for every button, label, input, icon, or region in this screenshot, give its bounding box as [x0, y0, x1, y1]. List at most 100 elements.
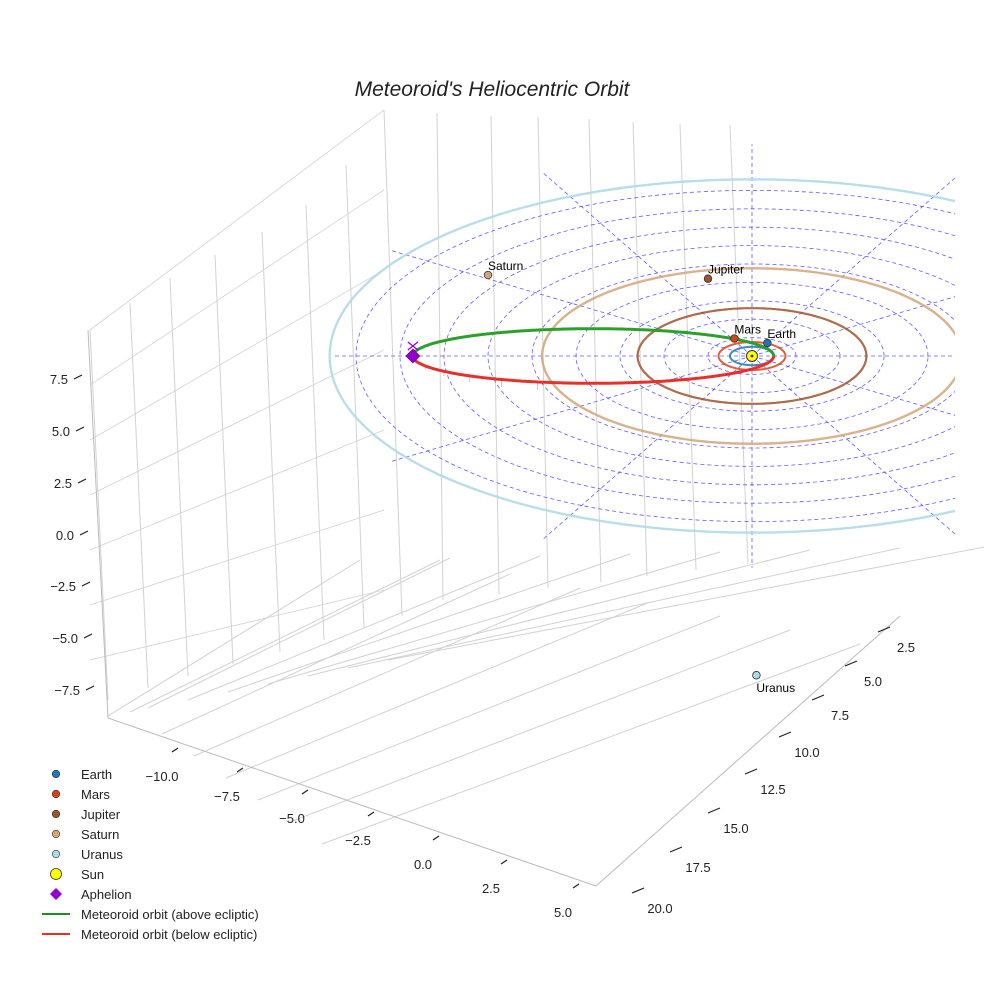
z-tick-label: −2.5: [50, 579, 76, 594]
planet-marker-jupiter: [703, 274, 713, 283]
legend-label: Saturn: [81, 827, 119, 842]
markers: Earth Mars Jupiter Saturn Uranus: [405, 259, 796, 695]
y-tick: [811, 694, 825, 701]
legend-swatch: [51, 769, 61, 779]
z-tick: [73, 374, 83, 380]
z-tick: [85, 685, 95, 691]
legend-label: Uranus: [81, 847, 123, 862]
y-axis-line: [595, 615, 901, 887]
y-tick-label: 20.0: [647, 901, 672, 916]
x-tick: [432, 835, 440, 841]
legend-swatch: [51, 849, 61, 859]
ecliptic-ring: [531, 263, 955, 449]
pane-grid-line: [107, 559, 361, 717]
orbit-uranus: [328, 178, 955, 534]
y-tick-label: 2.5: [897, 640, 915, 655]
pane-grid-line: [289, 629, 791, 823]
y-tick-label: 10.0: [794, 745, 819, 760]
ecliptic-grid: [334, 144, 955, 568]
legend-label: Meteoroid orbit (above ecliptic): [81, 907, 259, 922]
ecliptic-spoke: [542, 172, 753, 357]
legend-label: Earth: [81, 767, 112, 782]
z-tick-label: 5.0: [52, 424, 70, 439]
y-tick-label: 5.0: [864, 674, 882, 689]
pane-grid-line: [632, 121, 648, 577]
pane-grid-line: [147, 557, 451, 709]
drop-lines: [414, 360, 538, 391]
pane-grid-line: [129, 302, 149, 689]
pane-grid-line: [436, 112, 444, 601]
x-tick: [171, 747, 179, 753]
z-tick-label: 7.5: [50, 372, 68, 387]
pane-grid-line: [307, 549, 811, 677]
legend-swatch: [50, 888, 62, 900]
y-tick-label: 7.5: [831, 708, 849, 723]
orbit-saturn: [540, 266, 955, 446]
z-tick: [75, 426, 85, 432]
meteoroid-orbit-below: [411, 354, 776, 385]
x-tick-label: 5.0: [554, 905, 572, 920]
pane-grid-line: [345, 164, 365, 629]
pane-grid-line: [89, 269, 385, 441]
pane-grid-line: [490, 115, 500, 595]
pane-grid-line: [227, 553, 631, 693]
z-axis-line: [87, 329, 109, 719]
x-tick-label: 2.5: [482, 881, 500, 896]
pane-grid-line: [89, 329, 109, 701]
x-tick-label: −5.0: [279, 811, 305, 826]
planet-marker-uranus: [752, 671, 761, 680]
y-tick: [707, 807, 721, 814]
ecliptic-spoke: [542, 355, 753, 540]
legend-swatch: [51, 789, 61, 799]
legend-label: Mars: [81, 787, 110, 802]
orbit-jupiter: [636, 307, 868, 405]
y-tick-label: 17.5: [685, 860, 710, 875]
y-tick: [669, 846, 683, 853]
x-tick: [236, 767, 244, 773]
aphelion-marker: [405, 348, 421, 364]
planet-label-jupiter: Jupiter: [708, 263, 744, 277]
pane-grid-line: [89, 509, 385, 606]
pane-grid-line: [193, 587, 581, 757]
x-axis-ticks: −10.0 −7.5 −5.0 −2.5 0.0 2.5 5.0: [146, 747, 580, 920]
y-tick-label: 15.0: [723, 821, 748, 836]
planet-label-uranus: Uranus: [756, 681, 795, 695]
pane-grid-line: [89, 189, 385, 386]
ecliptic-ring: [399, 208, 955, 504]
meteoroid-orbit-above: [411, 327, 776, 359]
ecliptic-ring: [707, 337, 797, 375]
x-tick: [367, 811, 375, 817]
z-tick-label: −5.0: [52, 631, 78, 646]
x-tick-label: 0.0: [414, 857, 432, 872]
legend-label: Jupiter: [81, 807, 121, 822]
ecliptic-spoke: [751, 355, 955, 416]
pane-grid-line: [383, 109, 403, 617]
y-tick: [844, 660, 858, 667]
legend-swatch: [51, 809, 61, 819]
z-tick-label: −7.5: [54, 683, 80, 698]
planet-label-earth: Earth: [767, 327, 796, 341]
pane-grid: [89, 109, 984, 845]
x-tick-label: −7.5: [214, 789, 240, 804]
ecliptic-spoke: [751, 177, 955, 357]
legend: Earth Mars Jupiter Saturn Uranus Sun Aphelion M…: [42, 767, 259, 942]
pane-grid-line: [89, 349, 385, 496]
axis-lines: [87, 329, 901, 887]
pane-grid-line: [187, 555, 541, 701]
pane-grid-line: [347, 547, 901, 669]
z-tick: [83, 633, 93, 639]
z-tick: [77, 478, 87, 484]
pane-grid-line: [169, 277, 189, 677]
ecliptic-spoke: [751, 355, 955, 535]
pane-grid-line: [257, 615, 721, 801]
pane-grid-line: [261, 231, 281, 653]
x-tick: [301, 789, 309, 795]
legend-label: Sun: [81, 867, 104, 882]
pane-grid-line: [387, 546, 984, 661]
planet-label-mars: Mars: [734, 323, 761, 337]
y-tick: [877, 626, 891, 633]
legend-swatch: [51, 829, 61, 839]
x-tick: [572, 883, 580, 889]
